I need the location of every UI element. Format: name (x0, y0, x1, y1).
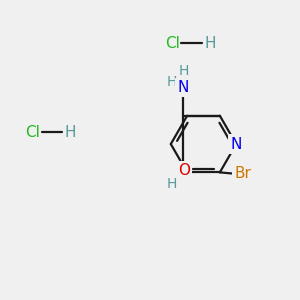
Text: H: H (204, 35, 216, 50)
Text: H: H (166, 75, 177, 89)
Text: O: O (178, 163, 190, 178)
Text: H: H (179, 64, 189, 78)
Text: Br: Br (234, 167, 251, 182)
Text: N: N (230, 136, 242, 152)
Text: H: H (64, 125, 76, 140)
Text: N: N (177, 80, 188, 95)
Text: Cl: Cl (165, 35, 180, 50)
Text: H: H (166, 177, 177, 191)
Text: Cl: Cl (25, 125, 40, 140)
